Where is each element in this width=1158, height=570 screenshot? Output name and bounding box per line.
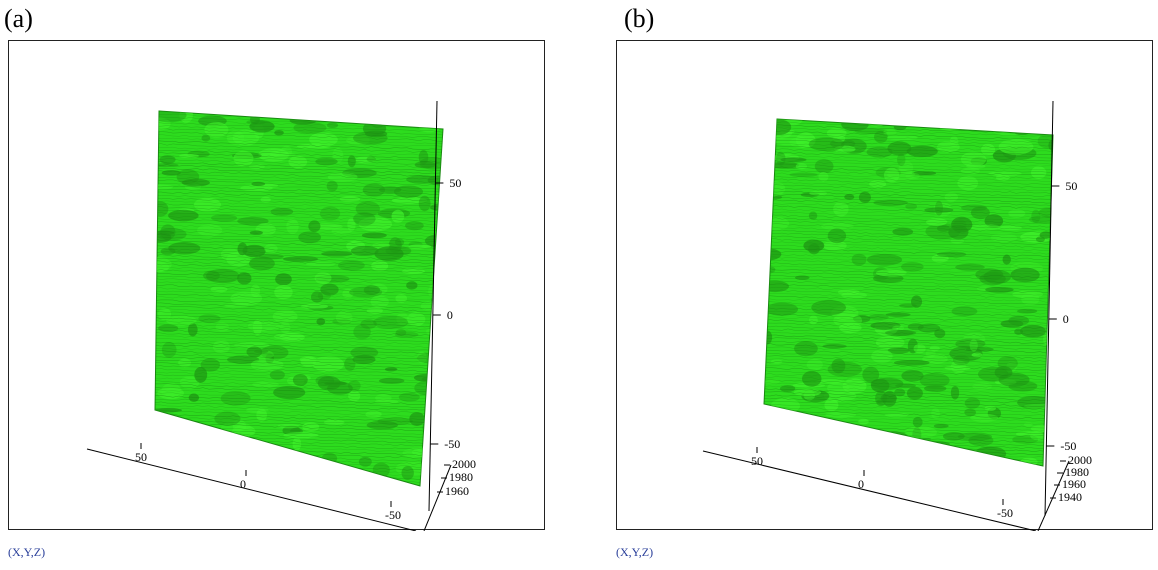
z-tick-label: 50 <box>1065 179 1077 193</box>
x-tick-label: -50 <box>997 506 1013 520</box>
panel-b-plot: 50 0 -50 50 0 -50 2000 1980 1960 1940 <box>616 40 1153 531</box>
x-tick-label: 50 <box>135 450 147 464</box>
x-tick-label: -50 <box>385 508 401 522</box>
z-tick-label: 50 <box>449 176 461 190</box>
y-tick-label: 1980 <box>449 470 473 484</box>
panel-a-label: (a) <box>4 4 33 33</box>
y-tick-label: 1960 <box>1062 477 1086 491</box>
z-tick-label: 0 <box>1063 312 1069 326</box>
panel-a-caption: (X,Y,Z) <box>8 545 46 559</box>
panel-b-label: (b) <box>624 4 655 33</box>
x-tick-label: 0 <box>240 477 246 491</box>
y-tick-label: 1980 <box>1065 465 1089 479</box>
axes <box>86 100 452 531</box>
y-tick-label: 1940 <box>1058 490 1082 504</box>
z-tick-label: 0 <box>447 308 453 322</box>
z-tick-label: -50 <box>1060 439 1076 453</box>
y-tick-label: 1960 <box>445 484 469 498</box>
x-tick-label: 50 <box>751 454 763 468</box>
panel-a-plot: 50 0 -50 50 0 -50 2000 1980 1960 <box>8 40 545 531</box>
z-tick-label: -50 <box>444 437 460 451</box>
y-tick-label: 2000 <box>452 457 476 471</box>
axes <box>702 100 1070 531</box>
y-tick-label: 2000 <box>1068 453 1092 467</box>
x-tick-label: 0 <box>858 477 864 491</box>
panel-b-caption: (X,Y,Z) <box>616 545 654 559</box>
